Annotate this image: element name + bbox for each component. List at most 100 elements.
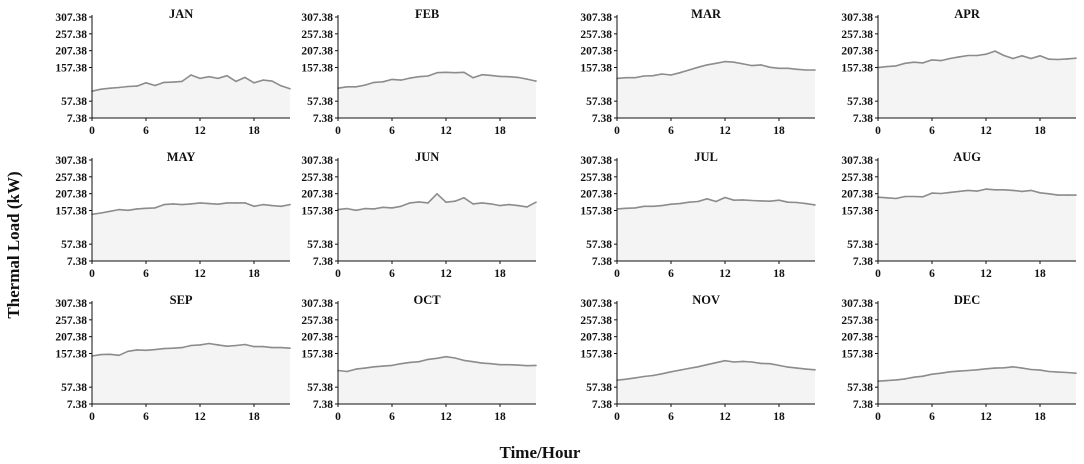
data-point bbox=[346, 207, 348, 210]
data-point bbox=[427, 202, 429, 204]
y-tick-label: 57.38 bbox=[61, 239, 87, 251]
data-point bbox=[733, 361, 735, 363]
y-tick-label: 157.38 bbox=[580, 206, 612, 218]
data-point bbox=[913, 376, 915, 379]
x-tick-label: 18 bbox=[1034, 411, 1046, 423]
data-point bbox=[778, 199, 780, 201]
data-point bbox=[373, 81, 375, 84]
data-point bbox=[1066, 194, 1068, 196]
data-point bbox=[400, 205, 402, 208]
data-point bbox=[886, 379, 888, 382]
y-tick-label: 307.38 bbox=[841, 12, 873, 24]
data-point bbox=[217, 77, 219, 80]
panel-sep: 7.38 57.38 157.38 207.38 257.38 307.38 0 6 12 18 S… bbox=[55, 293, 291, 423]
data-point bbox=[280, 346, 282, 349]
data-point bbox=[526, 78, 528, 80]
y-tick-label: 57.38 bbox=[847, 96, 873, 108]
data-point bbox=[280, 85, 282, 87]
x-tick-label: 18 bbox=[494, 125, 506, 137]
x-tick-label: 0 bbox=[89, 125, 95, 137]
data-point bbox=[409, 361, 411, 364]
data-point bbox=[1039, 55, 1041, 57]
panel-title: MAY bbox=[167, 150, 196, 164]
data-point bbox=[1012, 189, 1014, 192]
y-tick-label: 257.38 bbox=[55, 29, 87, 41]
y-tick-label: 207.38 bbox=[841, 46, 873, 58]
data-point bbox=[199, 202, 201, 204]
data-point bbox=[481, 202, 483, 204]
data-point bbox=[931, 192, 933, 194]
data-point bbox=[643, 205, 645, 208]
data-point bbox=[715, 200, 717, 203]
data-point bbox=[145, 82, 147, 84]
data-point bbox=[805, 69, 807, 71]
data-point bbox=[787, 201, 789, 203]
data-point bbox=[958, 56, 960, 58]
x-tick-label: 6 bbox=[929, 268, 935, 280]
data-point bbox=[136, 85, 138, 87]
data-point bbox=[913, 61, 915, 63]
x-tick-label: 12 bbox=[719, 411, 731, 423]
x-tick-label: 6 bbox=[143, 268, 149, 280]
data-point bbox=[1066, 371, 1068, 374]
x-tick-label: 12 bbox=[980, 125, 992, 137]
data-point bbox=[454, 357, 456, 359]
y-tick-label: 257.38 bbox=[55, 172, 87, 184]
data-point bbox=[526, 364, 528, 367]
x-tick-label: 18 bbox=[773, 411, 785, 423]
y-tick-label: 57.38 bbox=[307, 382, 333, 394]
y-tick-label: 307.38 bbox=[55, 155, 87, 167]
data-point bbox=[172, 347, 174, 350]
panel-jul: 7.38 57.38 157.38 207.38 257.38 307.38 0 6 12 18 J… bbox=[580, 150, 816, 280]
x-tick-label: 18 bbox=[773, 268, 785, 280]
y-tick-label: 307.38 bbox=[580, 155, 612, 167]
data-point bbox=[769, 362, 771, 365]
panel-oct: 7.38 57.38 157.38 207.38 257.38 307.38 0 6 12 18 O… bbox=[301, 293, 537, 423]
series-area bbox=[617, 61, 815, 118]
data-point bbox=[364, 207, 366, 210]
data-point bbox=[652, 205, 654, 208]
y-tick-label: 257.38 bbox=[55, 315, 87, 327]
data-point bbox=[481, 362, 483, 364]
data-point bbox=[796, 201, 798, 204]
data-point bbox=[436, 357, 438, 360]
data-point bbox=[355, 209, 357, 212]
y-tick-label: 57.38 bbox=[307, 239, 333, 251]
data-point bbox=[751, 361, 753, 363]
panel-title: OCT bbox=[414, 293, 442, 307]
data-point bbox=[391, 207, 393, 209]
data-point bbox=[760, 362, 762, 365]
data-point bbox=[181, 80, 183, 83]
data-point bbox=[895, 197, 897, 200]
x-tick-label: 18 bbox=[1034, 268, 1046, 280]
y-tick-label: 7.38 bbox=[853, 113, 873, 125]
data-point bbox=[895, 65, 897, 67]
data-point bbox=[778, 364, 780, 367]
data-point bbox=[688, 367, 690, 370]
data-point bbox=[886, 65, 888, 68]
data-point bbox=[472, 76, 474, 79]
y-tick-label: 307.38 bbox=[580, 298, 612, 310]
x-tick-label: 12 bbox=[980, 268, 992, 280]
x-tick-label: 12 bbox=[440, 125, 452, 137]
panel-title: JUL bbox=[694, 150, 718, 164]
data-point bbox=[100, 212, 102, 214]
x-tick-label: 18 bbox=[248, 411, 260, 423]
y-tick-label: 157.38 bbox=[841, 63, 873, 75]
data-point bbox=[346, 370, 348, 373]
x-tick-label: 12 bbox=[719, 125, 731, 137]
x-tick-label: 0 bbox=[614, 125, 620, 137]
data-point bbox=[526, 206, 528, 208]
data-point bbox=[904, 378, 906, 380]
data-point bbox=[118, 208, 120, 211]
data-point bbox=[172, 203, 174, 205]
y-tick-label: 207.38 bbox=[301, 189, 333, 201]
data-point bbox=[280, 205, 282, 208]
data-point bbox=[109, 210, 111, 213]
y-tick-label: 207.38 bbox=[841, 332, 873, 344]
data-point bbox=[226, 345, 228, 348]
series-area bbox=[878, 51, 1076, 118]
x-tick-label: 0 bbox=[875, 268, 881, 280]
x-tick-label: 18 bbox=[248, 268, 260, 280]
data-point bbox=[535, 80, 537, 82]
